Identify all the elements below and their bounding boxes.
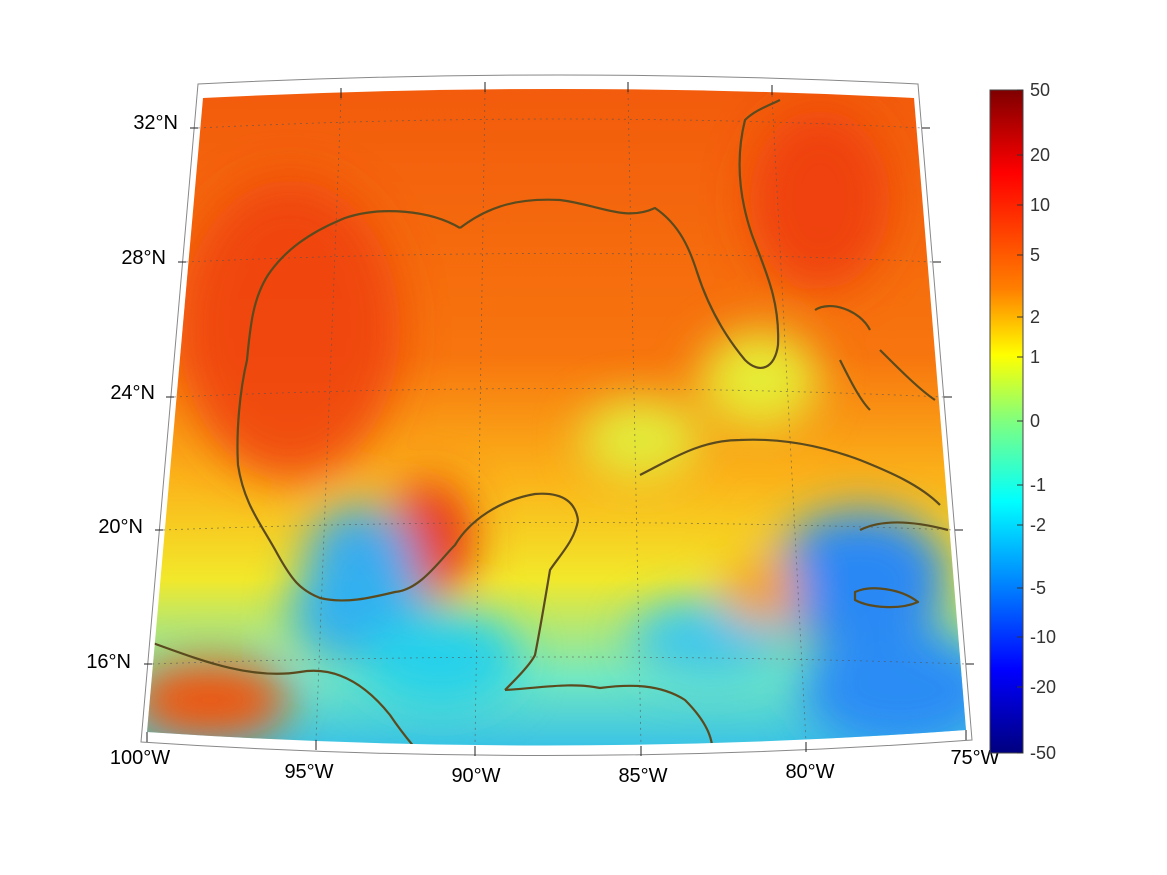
parallel-32n bbox=[197, 118, 923, 129]
central-america bbox=[504, 684, 714, 746]
lon-label-100w: 100°W bbox=[110, 747, 170, 769]
parallel-24n bbox=[173, 388, 945, 398]
colorbar-tick-label: 20 bbox=[1030, 145, 1050, 165]
meridian-85w bbox=[627, 91, 642, 747]
gulf-coast bbox=[236, 210, 580, 602]
lon-label-90w: 90°W bbox=[451, 765, 500, 787]
latitude-labels: 32°N 28°N 24°N 20°N 16°N bbox=[86, 112, 178, 673]
jamaica bbox=[853, 587, 920, 609]
us-gulf-east bbox=[459, 99, 781, 370]
lon-label-85w: 85°W bbox=[618, 765, 667, 787]
lon-label-95w: 95°W bbox=[284, 761, 333, 783]
map-outer-frame bbox=[140, 74, 973, 757]
longitude-labels: 100°W 95°W 90°W 85°W 80°W 75°W bbox=[110, 747, 1000, 787]
hispaniola bbox=[859, 521, 949, 532]
coastlines bbox=[149, 99, 949, 746]
colorbar-tick-label: 1 bbox=[1030, 347, 1040, 367]
lat-label-24n: 24°N bbox=[110, 382, 155, 404]
parallel-28n bbox=[185, 253, 934, 263]
lon-label-80w: 80°W bbox=[785, 761, 834, 783]
colorbar-tick-label: 5 bbox=[1030, 245, 1040, 265]
colorbar-tick-label: -20 bbox=[1030, 677, 1056, 697]
yucatan bbox=[504, 519, 580, 691]
data-field bbox=[147, 89, 966, 746]
colorbar-tick-label: 10 bbox=[1030, 195, 1050, 215]
colorbar-tick-label: 0 bbox=[1030, 411, 1040, 431]
colorbar-tick-label: -50 bbox=[1030, 743, 1056, 763]
colorbar-tick-label: 2 bbox=[1030, 307, 1040, 327]
colorbar-tick-label: -2 bbox=[1030, 515, 1046, 535]
colorbar-tick-label: 50 bbox=[1030, 80, 1050, 100]
map-border-ticks bbox=[144, 82, 974, 756]
mexico-pacific bbox=[149, 640, 416, 746]
map-panel bbox=[140, 74, 973, 757]
parallel-16n bbox=[151, 656, 967, 665]
cuba bbox=[639, 438, 941, 506]
meridian-95w bbox=[315, 97, 342, 741]
parallel-20n bbox=[162, 522, 956, 531]
meridian-90w bbox=[474, 91, 486, 747]
bahamas bbox=[814, 305, 936, 411]
graticule bbox=[151, 91, 967, 747]
lat-label-32n: 32°N bbox=[133, 112, 178, 134]
lat-label-20n: 20°N bbox=[98, 516, 143, 538]
colorbar-tick-label: -10 bbox=[1030, 627, 1056, 647]
lat-label-16n: 16°N bbox=[86, 651, 131, 673]
lat-label-28n: 28°N bbox=[121, 247, 166, 269]
colorbar-tick-label: -5 bbox=[1030, 578, 1046, 598]
colorbar-tick-label: -1 bbox=[1030, 475, 1046, 495]
lon-label-75w: 75°W bbox=[950, 747, 999, 769]
